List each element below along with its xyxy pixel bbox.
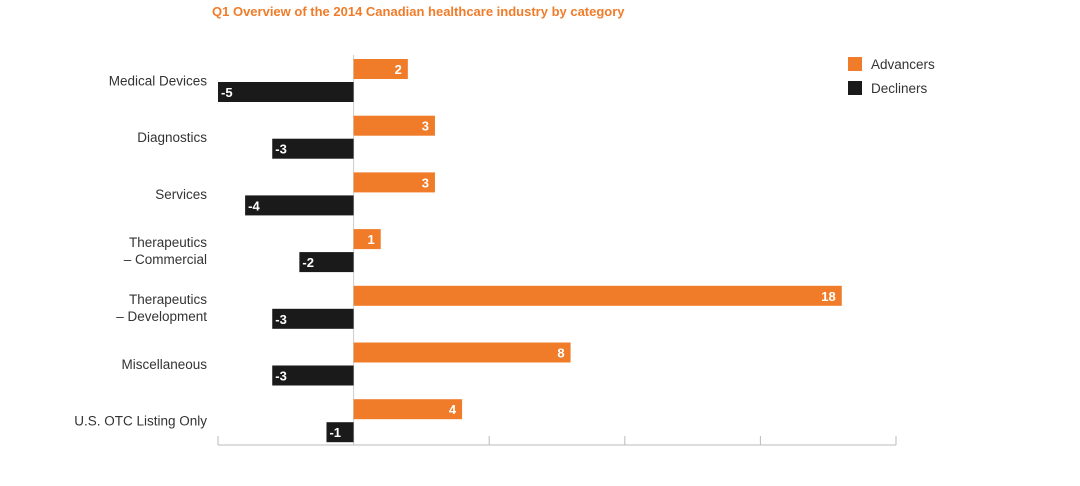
- category-label: Miscellaneous: [121, 357, 207, 372]
- bar-value-label: -3: [275, 142, 287, 157]
- bar-value-label: 3: [422, 119, 429, 134]
- bars-layer: 2 -5 3 -3 3 -4 1 -2 18 -3 8 -3 4 -1: [218, 59, 842, 443]
- category-label-line: Medical Devices: [109, 74, 208, 89]
- bar-value-label: -5: [221, 85, 233, 100]
- legend-swatch: [848, 57, 862, 71]
- bar-value-label: 8: [557, 346, 564, 361]
- decliners-bar: [272, 365, 354, 386]
- bar-value-label: 18: [821, 289, 835, 304]
- category-label-line: Miscellaneous: [121, 357, 207, 372]
- chart-title: Q1 Overview of the 2014 Canadian healthc…: [212, 4, 625, 19]
- bar-value-label: -2: [302, 255, 314, 270]
- category-label-line: Diagnostics: [137, 130, 207, 145]
- category-labels: Medical Devices Diagnostics Services Therap…: [74, 74, 207, 429]
- advancers-bar: [353, 285, 842, 306]
- advancers-bar: [353, 115, 435, 136]
- advancers-bar: [353, 172, 435, 193]
- bar-value-label: 1: [367, 232, 374, 247]
- bar-value-label: -1: [329, 425, 341, 440]
- legend-label: Decliners: [871, 81, 928, 96]
- category-label: Medical Devices: [109, 74, 208, 89]
- legend: Advancers Decliners: [848, 57, 935, 96]
- decliners-bar: [272, 138, 354, 159]
- legend-label: Advancers: [871, 57, 935, 72]
- decliners-bar: [245, 195, 354, 216]
- bar-value-label: -3: [275, 369, 287, 384]
- decliners-bar: [299, 252, 354, 273]
- category-label-line: – Development: [116, 309, 207, 324]
- category-label-line: Services: [155, 187, 207, 202]
- advancers-bar: [353, 59, 408, 79]
- bar-value-label: 3: [422, 175, 429, 190]
- decliners-bar: [272, 308, 354, 329]
- bar-value-label: 2: [395, 62, 402, 77]
- category-label: Diagnostics: [137, 130, 207, 145]
- bar-value-label: -4: [248, 198, 260, 213]
- category-label-line: Therapeutics: [129, 235, 207, 250]
- decliners-bar: [218, 82, 354, 102]
- bar-value-label: -3: [275, 312, 287, 327]
- category-label-line: Therapeutics: [129, 292, 207, 307]
- advancers-bar: [353, 342, 571, 363]
- legend-swatch: [848, 81, 862, 95]
- category-label-line: U.S. OTC Listing Only: [74, 414, 207, 429]
- axis-layer: [217, 55, 897, 446]
- category-label: Services: [155, 187, 207, 202]
- category-label: Therapeutics – Commercial: [124, 235, 208, 267]
- category-label: U.S. OTC Listing Only: [74, 414, 207, 429]
- bar-value-label: 4: [449, 402, 457, 417]
- category-label-line: – Commercial: [124, 252, 207, 267]
- advancers-bar: [353, 229, 381, 250]
- category-label: Therapeutics – Development: [116, 292, 207, 324]
- advancers-bar: [353, 399, 463, 420]
- decliners-bar: [326, 422, 354, 443]
